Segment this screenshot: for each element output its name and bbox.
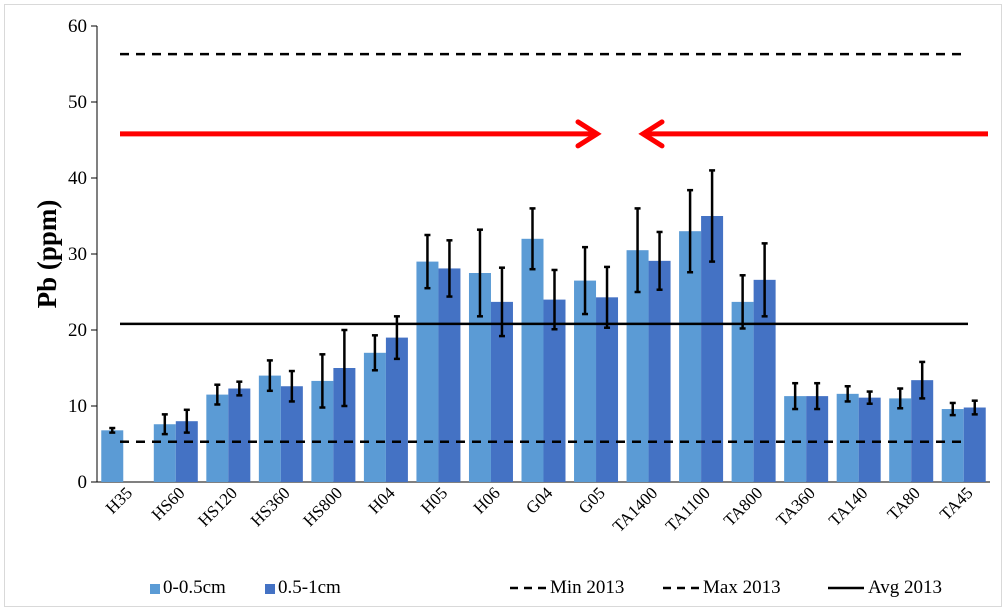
x-tick-label: TA1100 [662,483,714,535]
bar-series1-hs360 [258,375,281,482]
x-tick-label: TA800 [720,483,767,530]
y-tick-label: 10 [68,396,87,417]
red-arrow-right-head [575,119,602,149]
legend-label-series1: 0-0.5cm [163,577,226,598]
bar-series2-h05 [438,268,461,482]
bar-series1-ta140 [836,393,859,482]
bar-series2-hs800 [333,368,356,482]
bar-series2-ta1400 [648,260,671,482]
x-tick-label: H35 [102,483,136,517]
x-tick-label: H06 [470,483,504,517]
x-tick-label: G04 [522,483,556,517]
x-tick-label: HS120 [194,483,241,530]
x-tick-label: G05 [575,483,609,517]
legend-swatch-series2 [265,584,275,594]
bar-series1-h35 [101,430,124,482]
legend-swatch-series1 [150,584,160,594]
bar-series1-hs800 [311,380,334,482]
bar-series2-hs360 [280,386,303,482]
bar-series1-ta1100 [679,231,702,482]
bar-series2-h04 [385,337,408,482]
x-tick-label: H04 [365,483,399,517]
legend-label-min-2013: Min 2013 [550,577,624,598]
x-tick-label: TA45 [936,483,977,524]
bar-series2-ta140 [858,397,881,482]
bar-series1-ta45 [941,409,964,482]
bar-series1-ta800 [731,301,754,482]
bar-series2-ta80 [911,380,934,482]
legend-label-series2: 0.5-1cm [278,577,341,598]
bar-series1-h05 [416,261,439,482]
x-tick-label: HS360 [247,483,294,530]
bar-series1-h04 [363,352,386,482]
bar-series1-ta1400 [626,250,649,482]
bar-series2-g05 [596,297,619,482]
bar-series2-h06 [490,301,513,482]
y-tick-label: 20 [68,320,87,341]
y-tick-label: 60 [68,16,87,37]
bar-series2-g04 [543,299,566,482]
bar-series2-hs120 [228,388,251,482]
bar-series2-ta1100 [701,216,724,482]
x-tick-label: H05 [417,483,451,517]
red-arrow-left-head [638,119,665,149]
legend-label-avg-2013: Avg 2013 [868,577,942,598]
bar-series1-h06 [468,273,491,482]
y-tick-label: 0 [78,472,88,493]
y-tick-label: 40 [68,168,87,189]
x-tick-label: TA140 [825,483,872,530]
bar-series1-ta80 [889,398,912,482]
bar-series2-ta45 [963,407,986,482]
bar-series1-hs120 [206,394,229,482]
y-tick-label: 50 [68,92,87,113]
bar-series1-ta360 [784,396,807,482]
x-tick-label: TA1400 [609,483,662,536]
x-tick-label: TA360 [772,483,819,530]
bar-series1-g05 [574,280,597,482]
bar-series1-g04 [521,238,544,482]
bar-series1-hs60 [153,424,176,482]
y-axis-title: Pb (ppm) [32,200,62,309]
bar-series2-ta800 [753,279,776,482]
legend-label-max-2013: Max 2013 [703,577,781,598]
bar-series2-ta360 [806,396,829,482]
x-tick-label: HS60 [148,483,189,524]
bar-series2-hs60 [175,421,198,482]
x-tick-label: HS800 [299,483,346,530]
x-tick-label: TA80 [884,483,925,524]
y-tick-label: 30 [68,244,87,265]
